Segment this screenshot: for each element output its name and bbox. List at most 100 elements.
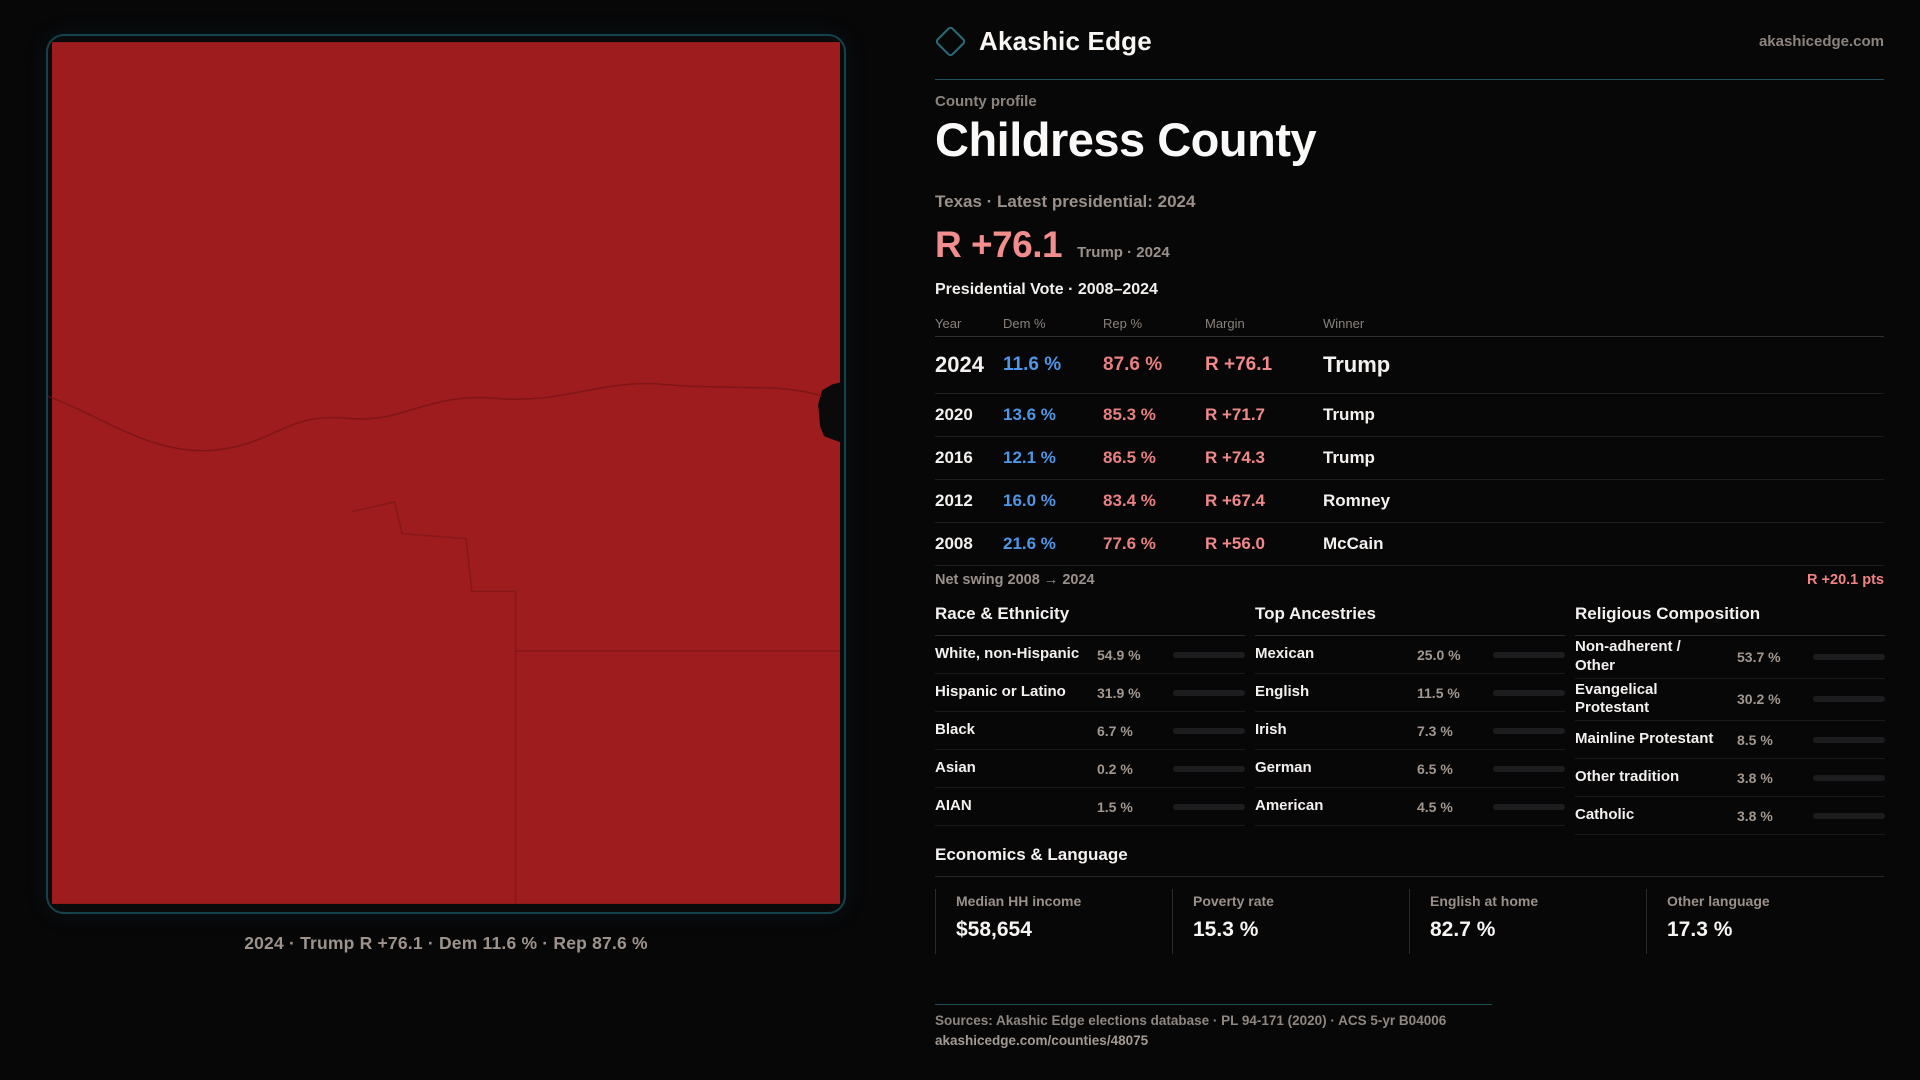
stat-other-language: Other language 17.3 %	[1646, 889, 1883, 954]
headline-margin-context: Trump · 2024	[1077, 244, 1170, 261]
list-item: Black 6.7 %	[935, 712, 1245, 750]
stat-bar	[1813, 736, 1885, 743]
stat-value: 30.2 %	[1737, 691, 1781, 708]
column-header-dem: Dem %	[1003, 315, 1046, 331]
stat-value: 53.7 %	[1737, 648, 1781, 665]
section-title: Religious Composition	[1575, 604, 1885, 636]
stat-label: Black	[935, 721, 976, 739]
stat-value: 3.8 %	[1737, 769, 1773, 786]
stat-value: 7.3 %	[1417, 722, 1453, 739]
cell-winner: Trump	[1323, 405, 1375, 424]
stat-label: American	[1255, 797, 1324, 815]
cell-dem: 21.6 %	[1003, 534, 1056, 553]
permalink[interactable]: akashicedge.com/counties/48075	[935, 1033, 1149, 1048]
cell-dem: 13.6 %	[1003, 405, 1056, 424]
stat-english-at-home: English at home 82.7 %	[1409, 889, 1646, 954]
cell-margin: R +76.1	[1205, 354, 1273, 375]
stat-value: $58,654	[956, 918, 1032, 941]
stat-value: 17.3 %	[1667, 918, 1733, 941]
economics-stats-row: Median HH income $58,654 Poverty rate 15…	[935, 889, 1884, 954]
page-title: Childress County	[935, 113, 1317, 166]
stat-label: Evangelical Protestant	[1575, 680, 1658, 717]
stat-value: 31.9 %	[1097, 684, 1141, 701]
stat-value: 1.5 %	[1097, 798, 1133, 815]
stat-bar	[1813, 653, 1885, 660]
headline-margin: R +76.1 Trump · 2024	[935, 224, 1170, 266]
stat-label: White, non-Hispanic	[935, 645, 1080, 663]
cell-year: 2008	[935, 534, 973, 553]
stat-label: Non-adherent / Other	[1575, 638, 1681, 674]
list-item: Irish 7.3 %	[1255, 712, 1565, 750]
stat-bar	[1813, 696, 1885, 703]
stat-bar	[1173, 651, 1245, 658]
brand-domain-link[interactable]: akashicedge.com	[1758, 33, 1884, 50]
kicker-label: County profile	[935, 93, 1037, 110]
stat-value: 25.0 %	[1417, 646, 1461, 663]
stat-value: 11.5 %	[1417, 684, 1460, 701]
stat-label: Irish	[1255, 721, 1287, 739]
list-item: English 11.5 %	[1255, 674, 1565, 712]
brand-header: Akashic Edge akashicedge.com	[934, 25, 1884, 58]
county-map	[48, 42, 841, 904]
stat-label: Catholic	[1575, 806, 1635, 824]
section-title: Top Ancestries	[1255, 604, 1565, 636]
cell-rep: 77.6 %	[1103, 534, 1156, 553]
cell-rep: 83.4 %	[1103, 491, 1156, 510]
stat-bar	[1173, 765, 1245, 772]
stat-bar	[1493, 727, 1565, 734]
list-item: White, non-Hispanic 54.9 %	[935, 636, 1245, 674]
net-swing-label: Net swing 2008 → 2024	[935, 572, 1095, 588]
stat-label: AIAN	[935, 797, 972, 815]
list-item: Hispanic or Latino 31.9 %	[935, 674, 1245, 712]
section-title: Race & Ethnicity	[935, 604, 1245, 636]
county-shape	[51, 42, 841, 904]
section-top-ancestries: Top Ancestries Mexican 25.0 % English 11…	[1255, 604, 1565, 835]
cell-rep: 86.5 %	[1103, 448, 1156, 467]
diamond-logo-icon	[934, 25, 967, 58]
stat-label: Asian	[935, 759, 976, 777]
cell-year: 2020	[935, 405, 973, 424]
footer-divider	[935, 1004, 1492, 1005]
county-map-card	[46, 34, 846, 914]
cell-margin: R +56.0	[1205, 534, 1266, 553]
table-row: 2024 11.6 % 87.6 % R +76.1 Trump	[935, 337, 1884, 394]
stat-bar	[1493, 689, 1565, 696]
column-header-margin: Margin	[1205, 315, 1245, 331]
stat-value: 54.9 %	[1097, 646, 1141, 663]
vote-table: Year Dem % Rep % Margin Winner 2024 11.6…	[935, 310, 1884, 566]
table-row: 2020 13.6 % 85.3 % R +71.7 Trump	[935, 394, 1884, 437]
net-swing-value: R +20.1 pts	[1807, 572, 1884, 588]
stat-label: Median HH income	[956, 893, 1082, 909]
list-item: AIAN 1.5 %	[935, 788, 1245, 826]
list-item: Asian 0.2 %	[935, 750, 1245, 788]
cell-winner: Romney	[1323, 491, 1391, 510]
vote-table-title: Presidential Vote · 2008–2024	[935, 281, 1158, 298]
demographic-sections: Race & Ethnicity White, non-Hispanic 54.…	[935, 604, 1885, 835]
stat-value: 4.5 %	[1417, 798, 1453, 815]
stat-label: Hispanic or Latino	[935, 683, 1066, 701]
stat-label: English at home	[1430, 893, 1539, 909]
column-header-rep: Rep %	[1103, 315, 1143, 331]
cell-dem: 16.0 %	[1003, 491, 1056, 510]
stat-bar	[1493, 803, 1565, 810]
stat-label: Other language	[1667, 893, 1770, 909]
section-race-ethnicity: Race & Ethnicity White, non-Hispanic 54.…	[935, 604, 1245, 835]
cell-rep: 87.6 %	[1103, 354, 1163, 375]
stat-value: 6.5 %	[1417, 760, 1453, 777]
stat-median-hh-income: Median HH income $58,654	[935, 889, 1172, 954]
cell-dem: 11.6 %	[1003, 354, 1062, 375]
list-item: Catholic 3.8 %	[1575, 797, 1885, 835]
precinct-boundary-line	[351, 500, 841, 904]
cell-year: 2012	[935, 491, 973, 510]
map-caption: 2024 · Trump R +76.1 · Dem 11.6 % · Rep …	[244, 933, 648, 953]
cell-winner: Trump	[1323, 448, 1375, 467]
stat-bar	[1173, 727, 1245, 734]
stat-label: German	[1255, 759, 1312, 777]
stat-label: Mainline Protestant	[1575, 730, 1714, 748]
stat-value: 8.5 %	[1737, 731, 1773, 748]
cell-rep: 85.3 %	[1103, 405, 1156, 424]
stat-value: 0.2 %	[1097, 760, 1133, 777]
list-item: Evangelical Protestant 30.2 %	[1575, 679, 1885, 721]
cell-dem: 12.1 %	[1003, 448, 1056, 467]
